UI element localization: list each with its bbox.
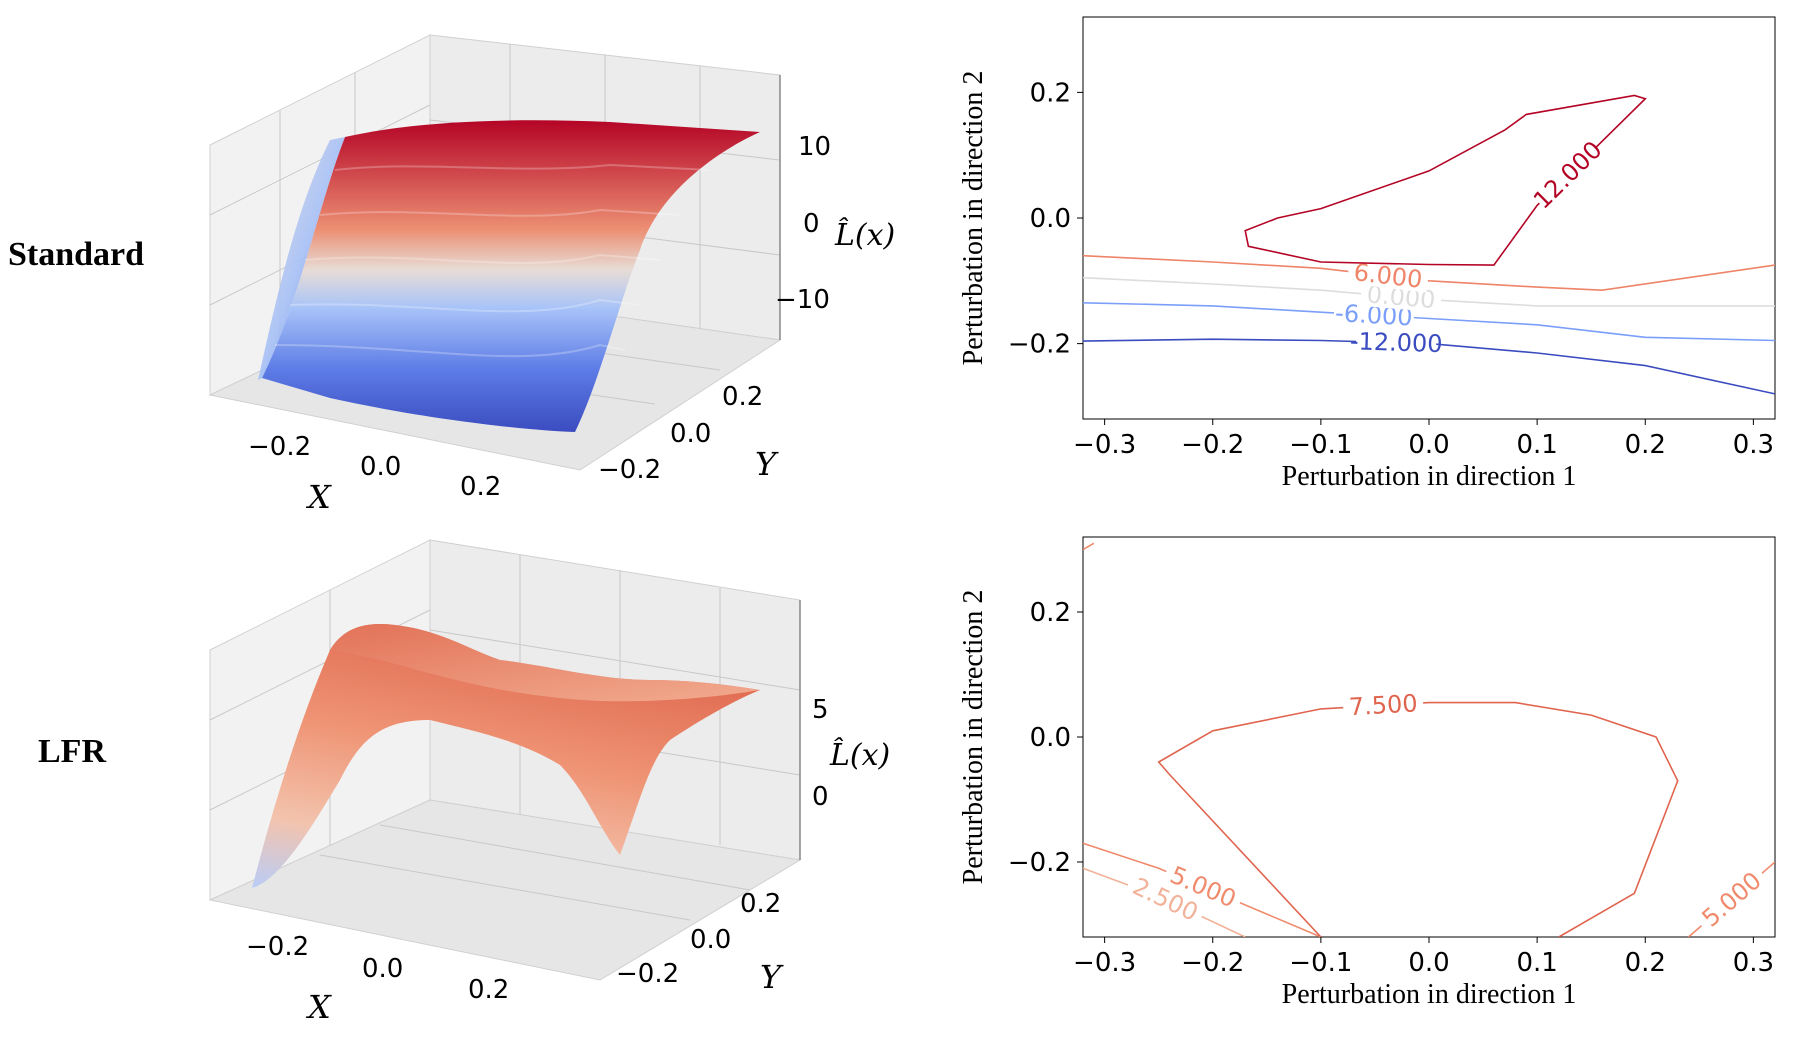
x-tick-label: −0.1 [1289, 430, 1352, 460]
x-tick-label: −0.1 [1289, 948, 1352, 978]
lfr-3d-plot: 5 0 L̂(x) −0.2 0.0 0.2 X 0.2 0.0 −0.2 Y [208, 539, 890, 1026]
x-tick-label: −0.3 [1073, 430, 1136, 460]
row-label-standard: Standard [8, 236, 144, 273]
y-tick-label: 0.0 [1030, 723, 1071, 753]
y-tick: 0.2 [740, 889, 781, 919]
contour-line [1244, 94, 1647, 266]
contour-label-bg [1124, 869, 1208, 928]
contour-label-bg [1346, 257, 1430, 293]
standard-surface-side [258, 137, 345, 380]
x-axis-label: Perturbation in direction 1 [1282, 979, 1577, 1010]
contour-label-bg [1355, 327, 1437, 356]
x-tick: 0.0 [360, 452, 401, 482]
contour-line [1083, 254, 1775, 292]
z-tick: 5 [812, 695, 829, 725]
x-tick-label: 0.0 [1408, 948, 1449, 978]
row-label-lfr: LFR [38, 733, 106, 770]
x-tick: −0.2 [246, 932, 309, 962]
x-tick-label: −0.3 [1073, 948, 1136, 978]
standard-contour-plot: −0.3 −0.2 −0.1 0.0 0.1 0.2 0.3 0.2 0.0 −0.2 Pertur… [958, 16, 1776, 492]
contour-line [1083, 302, 1775, 342]
y-axis-label: Y [760, 958, 784, 996]
x-axis-label: Perturbation in direction 1 [1282, 461, 1577, 492]
y-tick-label: 0.0 [1030, 204, 1071, 234]
standard-3d-plot: 10 0 −10 L̂(x) −0.2 0.0 0.2 X 0.2 0.0 −0… [208, 34, 895, 516]
x-tick: 0.0 [362, 954, 403, 984]
z-axis-label: L̂(x) [834, 218, 895, 253]
y-axis-label: Perturbation in direction 2 [958, 590, 989, 885]
y-tick-label: −0.2 [1008, 330, 1071, 360]
z-tick: 0 [803, 209, 820, 239]
y-tick: 0.0 [690, 925, 731, 955]
y-tick-label: 0.2 [1030, 598, 1071, 628]
y-tick-label: −0.2 [1008, 848, 1071, 878]
contour-line [1083, 542, 1095, 551]
lfr-surface-ridge [330, 624, 760, 702]
z-tick: −10 [775, 285, 830, 315]
standard-surface-front [262, 120, 760, 433]
x-tick: 0.2 [460, 472, 501, 502]
z-tick: 10 [798, 132, 831, 162]
z-tick: 0 [812, 782, 829, 812]
x-tick-label: 0.2 [1625, 430, 1666, 460]
contour-label-bg [1529, 137, 1605, 212]
lfr-contour-plot: −0.3 −0.2 −0.1 0.0 0.1 0.2 0.3 0.2 0.0 −0.2 Pertur… [958, 536, 1776, 1010]
x-tick-label: 0.2 [1625, 948, 1666, 978]
x-tick-label: −0.2 [1181, 430, 1244, 460]
x-tick-label: 0.1 [1516, 430, 1557, 460]
y-axis-label: Perturbation in direction 2 [958, 71, 989, 366]
z-axis-label: L̂(x) [829, 738, 890, 773]
y-tick: −0.2 [598, 455, 661, 485]
x-axis-label: X [305, 988, 332, 1026]
contour-label: 7.500 [1348, 689, 1418, 721]
x-tick-label: 0.0 [1408, 430, 1449, 460]
x-tick-label: 0.1 [1516, 948, 1557, 978]
x-tick-label: 0.3 [1733, 430, 1774, 460]
contour-label: -12.000 [1350, 327, 1443, 358]
x-axis-label: X [305, 478, 332, 516]
y-tick: −0.2 [616, 959, 679, 989]
contour-label-bg [1342, 688, 1424, 720]
contour-label-bg [1692, 862, 1770, 935]
y-axis-label: Y [755, 445, 779, 483]
y-tick: 0.2 [722, 382, 763, 412]
y-tick: 0.0 [670, 419, 711, 449]
contour-line [1083, 842, 1322, 937]
contour-label-bg [1161, 858, 1246, 914]
plot-frame [1082, 16, 1776, 420]
x-tick-label: 0.3 [1733, 948, 1774, 978]
y-tick-label: 0.2 [1030, 78, 1071, 108]
contour-line [1157, 701, 1679, 937]
x-tick: −0.2 [248, 432, 311, 462]
x-tick: 0.2 [468, 975, 509, 1005]
x-tick-label: −0.2 [1181, 948, 1244, 978]
standard-surface-bands [274, 163, 711, 358]
